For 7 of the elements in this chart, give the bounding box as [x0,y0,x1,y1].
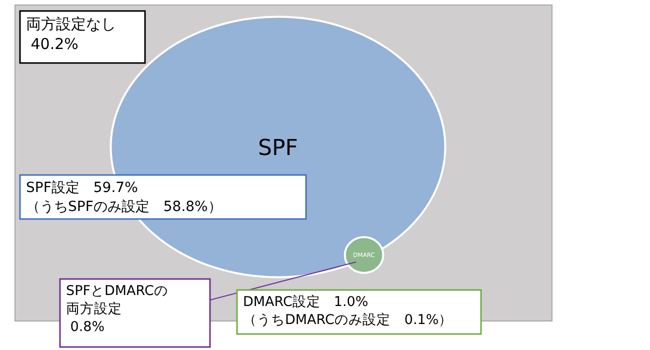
category-label: SPF [258,136,298,161]
text: SPFとDMARCの両方設定 0.8% [66,283,168,335]
text: （うちSPFのみ設定 58.8%） [26,199,222,215]
text: 両方設定なし 40.2% [26,15,116,53]
text: （うちDMARCのみ設定 0.1%） [243,312,453,328]
text: SPF設定 [26,180,80,196]
text: DMARC設定 [243,294,320,310]
